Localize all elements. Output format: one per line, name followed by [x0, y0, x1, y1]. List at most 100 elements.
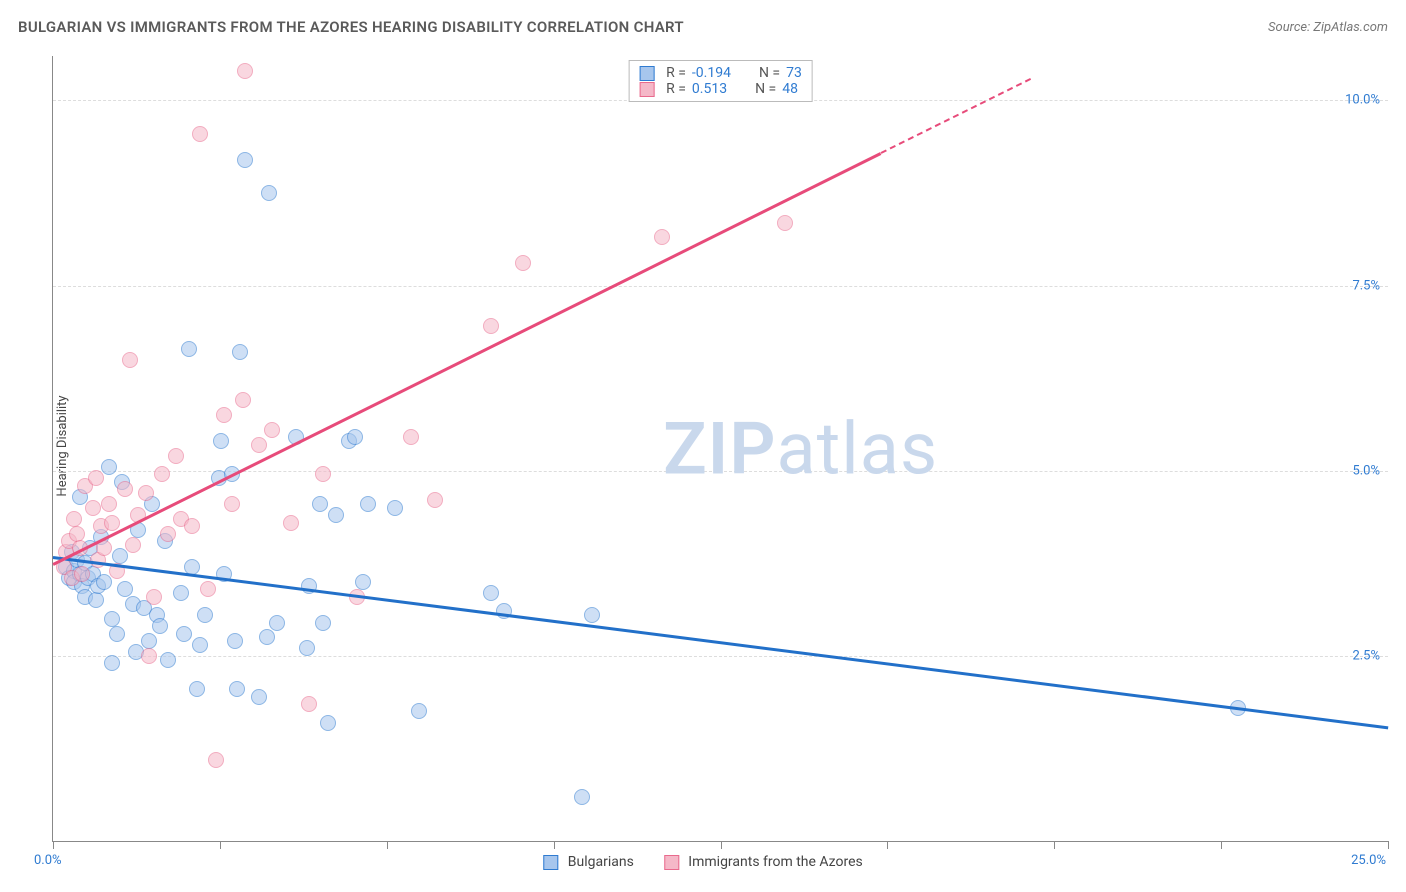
- n-label: N =: [759, 65, 780, 81]
- scatter-point: [117, 581, 133, 597]
- n-value-pink: 48: [782, 81, 798, 97]
- watermark: ZIPatlas: [663, 406, 938, 491]
- scatter-point: [141, 648, 157, 664]
- gridline: [53, 471, 1388, 472]
- y-tick-label: 10.0%: [1345, 93, 1380, 108]
- watermark-strong: ZIP: [663, 406, 776, 491]
- trend-line: [52, 152, 881, 565]
- scatter-point: [173, 585, 189, 601]
- scatter-point: [74, 566, 90, 582]
- gridline: [53, 286, 1388, 287]
- scatter-point: [213, 433, 229, 449]
- series-legend: Bulgarians Immigrants from the Azores: [543, 854, 862, 870]
- scatter-point: [104, 655, 120, 671]
- scatter-point: [192, 126, 208, 142]
- gridline: [53, 656, 1388, 657]
- scatter-point: [104, 515, 120, 531]
- scatter-point: [197, 607, 213, 623]
- correlation-row-pink: R = 0.513 N = 48: [639, 81, 802, 97]
- scatter-point: [232, 344, 248, 360]
- x-tick: [887, 841, 888, 849]
- scatter-point: [387, 500, 403, 516]
- scatter-point: [96, 574, 112, 590]
- source-label: Source: ZipAtlas.com: [1268, 20, 1388, 35]
- scatter-point: [104, 611, 120, 627]
- scatter-chart: ZIPatlas R = -0.194 N = 73 R = 0.513 N =…: [52, 56, 1388, 842]
- chart-header: BULGARIAN VS IMMIGRANTS FROM THE AZORES …: [18, 18, 1388, 36]
- scatter-point: [146, 589, 162, 605]
- scatter-point: [269, 615, 285, 631]
- scatter-point: [777, 215, 793, 231]
- legend-item-bulgarians: Bulgarians: [543, 854, 634, 870]
- scatter-point: [237, 152, 253, 168]
- scatter-point: [88, 470, 104, 486]
- scatter-point: [360, 496, 376, 512]
- scatter-point: [85, 500, 101, 516]
- correlation-row-blue: R = -0.194 N = 73: [639, 65, 802, 81]
- y-tick-label: 7.5%: [1352, 278, 1380, 293]
- legend-label-bulgarians: Bulgarians: [568, 854, 634, 870]
- scatter-point: [227, 633, 243, 649]
- r-label: R =: [666, 81, 686, 97]
- scatter-point: [654, 229, 670, 245]
- scatter-point: [112, 548, 128, 564]
- scatter-point: [235, 392, 251, 408]
- legend-item-azores: Immigrants from the Azores: [664, 854, 863, 870]
- scatter-point: [299, 640, 315, 656]
- scatter-point: [347, 429, 363, 445]
- scatter-point: [138, 485, 154, 501]
- scatter-point: [301, 696, 317, 712]
- correlation-legend: R = -0.194 N = 73 R = 0.513 N = 48: [628, 60, 813, 102]
- x-axis-min: 0.0%: [34, 853, 62, 868]
- scatter-point: [251, 689, 267, 705]
- scatter-point: [224, 496, 240, 512]
- scatter-point: [515, 255, 531, 271]
- scatter-point: [483, 318, 499, 334]
- x-tick: [1054, 841, 1055, 849]
- r-value-blue: -0.194: [692, 65, 731, 81]
- scatter-point: [101, 496, 117, 512]
- x-tick: [721, 841, 722, 849]
- x-tick: [387, 841, 388, 849]
- scatter-point: [216, 407, 232, 423]
- scatter-point: [315, 615, 331, 631]
- y-tick-label: 2.5%: [1352, 648, 1380, 663]
- scatter-point: [403, 429, 419, 445]
- r-label: R =: [666, 65, 686, 81]
- square-icon: [639, 66, 654, 81]
- scatter-point: [237, 63, 253, 79]
- scatter-point: [154, 466, 170, 482]
- scatter-point: [181, 341, 197, 357]
- scatter-point: [229, 681, 245, 697]
- scatter-point: [189, 681, 205, 697]
- scatter-point: [208, 752, 224, 768]
- scatter-point: [109, 626, 125, 642]
- scatter-point: [117, 481, 133, 497]
- scatter-point: [200, 581, 216, 597]
- scatter-point: [584, 607, 600, 623]
- scatter-point: [141, 633, 157, 649]
- watermark-light: atlas: [777, 406, 939, 491]
- legend-label-azores: Immigrants from the Azores: [688, 854, 862, 870]
- scatter-point: [496, 603, 512, 619]
- scatter-point: [320, 715, 336, 731]
- scatter-point: [184, 518, 200, 534]
- scatter-point: [483, 585, 499, 601]
- scatter-point: [312, 496, 328, 512]
- chart-title: BULGARIAN VS IMMIGRANTS FROM THE AZORES …: [18, 18, 684, 36]
- n-value-blue: 73: [786, 65, 802, 81]
- square-icon: [639, 82, 654, 97]
- scatter-point: [315, 466, 331, 482]
- scatter-point: [355, 574, 371, 590]
- scatter-point: [264, 422, 280, 438]
- scatter-point: [283, 515, 299, 531]
- trend-line-dashed: [880, 78, 1030, 154]
- scatter-point: [122, 352, 138, 368]
- scatter-point: [411, 703, 427, 719]
- scatter-point: [160, 526, 176, 542]
- x-axis-max: 25.0%: [1351, 853, 1386, 868]
- scatter-point: [168, 448, 184, 464]
- scatter-point: [427, 492, 443, 508]
- scatter-point: [88, 592, 104, 608]
- scatter-point: [125, 537, 141, 553]
